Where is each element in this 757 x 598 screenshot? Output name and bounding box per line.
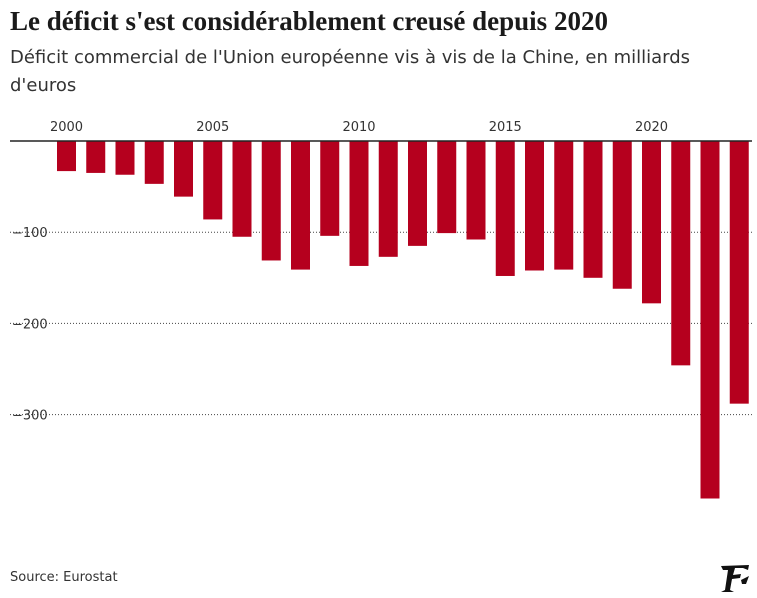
bar-2004 <box>174 141 193 197</box>
bar-2000 <box>57 141 76 172</box>
bar-2017 <box>554 141 574 270</box>
bar-2016 <box>525 141 544 271</box>
le-figaro-f-icon <box>721 565 749 592</box>
bar-2019 <box>612 141 632 289</box>
bar-2012 <box>408 141 427 246</box>
bar-2010 <box>349 141 369 266</box>
bar-2022 <box>700 141 720 499</box>
chart-subtitle: Déficit commercial de l'Union européenne… <box>10 47 691 96</box>
bar-2001 <box>86 141 106 173</box>
y-tick-label: −200 <box>12 317 48 332</box>
bar-chart: −100 −200 −300 2000 2005 2010 2015 2020 <box>10 120 752 499</box>
y-tick-label: −100 <box>12 226 48 241</box>
bar-2007 <box>261 141 281 261</box>
bar-2003 <box>144 141 164 184</box>
bar-2009 <box>320 141 340 236</box>
y-tick-label: −300 <box>12 409 48 424</box>
source-note: Source: Eurostat <box>10 570 118 585</box>
tick-labels: −100 −200 −300 2000 2005 2010 2015 2020 <box>12 120 668 424</box>
x-tick-label: 2015 <box>489 120 522 135</box>
bar-2005 <box>203 141 223 220</box>
bar-2018 <box>583 141 603 278</box>
bar-2023 <box>729 141 749 404</box>
x-tick-label: 2010 <box>342 120 375 135</box>
bar-2014 <box>466 141 486 240</box>
bar-2006 <box>232 141 252 237</box>
bar-2021 <box>671 141 691 366</box>
bar-2011 <box>378 141 398 257</box>
bar-2015 <box>495 141 515 276</box>
x-tick-label: 2020 <box>635 120 668 135</box>
gridlines <box>10 231 752 416</box>
x-tick-label: 2000 <box>50 120 83 135</box>
bar-2013 <box>437 141 457 234</box>
bar-2008 <box>291 141 310 270</box>
chart-title: Le déficit s'est considérablement creusé… <box>10 6 608 36</box>
bars <box>57 141 749 499</box>
bar-2020 <box>642 141 661 304</box>
bar-2002 <box>115 141 135 175</box>
x-tick-label: 2005 <box>196 120 229 135</box>
